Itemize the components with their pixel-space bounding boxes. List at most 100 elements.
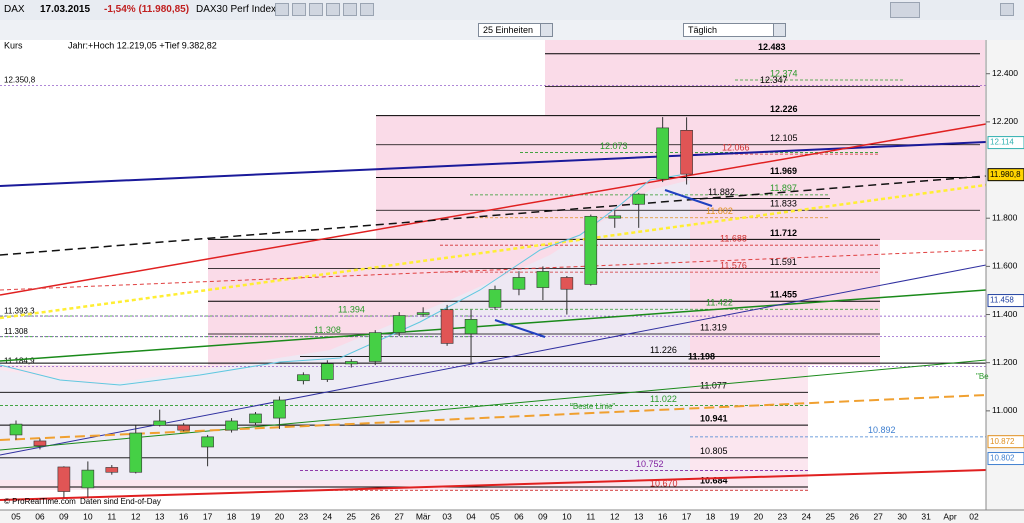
units-select[interactable]: 25 Einheiten (478, 23, 553, 37)
x-tick-label: 24 (323, 511, 333, 521)
tool-button[interactable] (343, 3, 357, 16)
price-axis (986, 40, 1024, 510)
x-tick-label: 17 (682, 511, 692, 521)
indicator-button[interactable] (890, 2, 920, 18)
level-label: 12.483 (758, 42, 786, 52)
x-tick-label: 27 (873, 511, 883, 521)
price-box (987, 168, 1024, 182)
x-tick-label: 26 (850, 511, 860, 521)
y-tick-label: 11.400 (992, 309, 1018, 319)
candle-body (153, 420, 166, 426)
instrument-name: DAX30 Perf Index (196, 4, 277, 15)
arrow (664, 189, 713, 207)
candle-body (488, 289, 502, 308)
x-tick-label: Mär (416, 511, 431, 521)
candle-body (680, 130, 693, 175)
candle-body (392, 315, 406, 333)
tool-button[interactable] (309, 3, 323, 16)
candle-body (9, 423, 23, 436)
left-level-label: 12.350,8 (4, 76, 36, 85)
price-box-label: 12.114 (990, 138, 1014, 147)
level-label: 11.882 (708, 187, 735, 197)
x-tick-label: 19 (251, 511, 261, 521)
symbol[interactable]: DAX (4, 4, 25, 15)
x-tick-label: 27 (394, 511, 404, 521)
x-tick-label: 06 (35, 511, 45, 521)
candle-body (105, 467, 119, 473)
level-label: 10.941 (700, 413, 728, 423)
level-label: 11.319 (700, 322, 727, 332)
tool-button[interactable] (360, 3, 374, 16)
level-label: 12.347 (760, 75, 788, 85)
x-tick-label: 09 (59, 511, 69, 521)
candle-body (81, 469, 95, 489)
level-label: 11.688 (720, 234, 747, 244)
toolbar: DAX 17.03.2015 -1,54% (11.980,85) DAX30 … (0, 0, 1024, 21)
x-tick-label: 11 (586, 511, 595, 521)
annotation: "Be (976, 372, 989, 381)
price-box (987, 435, 1024, 449)
level-label: 11.198 (688, 352, 715, 362)
tool-button[interactable] (326, 3, 340, 16)
candle-body (344, 361, 358, 365)
candle-body (584, 215, 598, 285)
candle-body (297, 374, 310, 382)
level-label: 11.591 (770, 257, 797, 267)
x-tick-label: 18 (706, 511, 716, 521)
price-box-label: 10.872 (990, 437, 1015, 446)
dropdown-arrow (540, 24, 552, 36)
candles (9, 117, 693, 498)
moving-average (0, 174, 681, 386)
x-tick-label: 05 (490, 511, 500, 521)
period-select[interactable]: Täglich (683, 23, 786, 37)
x-tick-label: 09 (538, 511, 548, 521)
level-label: 11.422 (706, 298, 733, 308)
level-label: 10.752 (636, 459, 664, 469)
x-tick-label: 05 (11, 511, 21, 521)
x-tick-label: Apr (943, 511, 956, 521)
x-tick-label: 23 (778, 511, 788, 521)
level-label: 11.077 (700, 381, 727, 391)
x-tick-label: 17 (203, 511, 213, 521)
x-tick-label: 04 (466, 511, 476, 521)
x-tick-label: 19 (730, 511, 740, 521)
level-label: 10.670 (650, 479, 678, 489)
x-tick-label: 18 (227, 511, 237, 521)
price-box (987, 136, 1024, 150)
trendline (0, 289, 987, 362)
x-tick-label: 20 (754, 511, 764, 521)
x-tick-label: 16 (179, 511, 189, 521)
period: Täglich (688, 25, 718, 35)
left-level-label: 11.393,3 (4, 306, 35, 315)
x-tick-label: 25 (347, 511, 357, 521)
close-button[interactable] (1000, 3, 1014, 16)
x-tick-label: 10 (562, 511, 572, 521)
x-tick-label: 26 (371, 511, 381, 521)
trendline (0, 141, 987, 187)
change: -1,54% (11.980,85) (104, 4, 190, 15)
settings-bar: 25 Einheiten Täglich (0, 20, 1024, 41)
level-label: 11.576 (720, 261, 747, 271)
trendline (0, 123, 987, 296)
y-tick-label: 12.400 (992, 68, 1018, 78)
x-tick-label: 13 (155, 511, 165, 521)
level-label: 11.969 (770, 166, 797, 176)
arrow (494, 319, 546, 338)
x-tick-label: 12 (610, 511, 620, 521)
price-box (987, 452, 1024, 466)
candle-body (560, 277, 574, 290)
level-label: 11.226 (650, 345, 677, 355)
copyright: © ProRealTime.com (4, 497, 76, 506)
candle-body (225, 420, 238, 431)
candle-body (656, 127, 669, 180)
trendline (0, 249, 987, 291)
panel-label: Kurs (4, 40, 23, 50)
level-label: 10.892 (868, 425, 896, 435)
tool-button[interactable] (292, 3, 306, 16)
x-tick-label: 13 (634, 511, 644, 521)
tool-button[interactable] (275, 3, 289, 16)
x-tick-label: 11 (107, 511, 116, 521)
candle-body (536, 271, 550, 288)
